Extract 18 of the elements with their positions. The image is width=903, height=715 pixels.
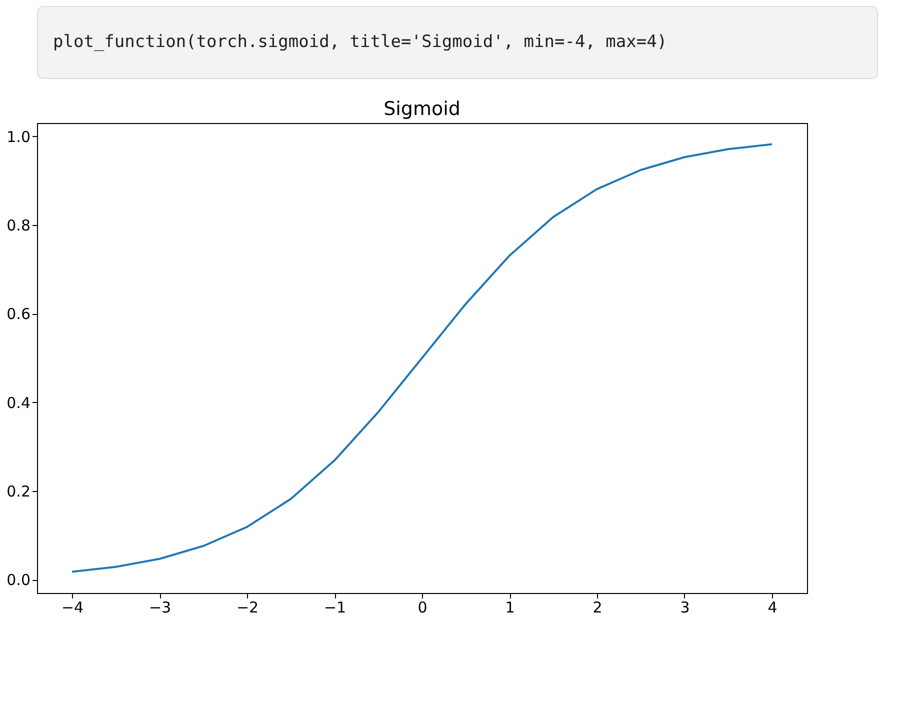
x-tick-label: 0	[418, 598, 428, 616]
x-tick-label: −3	[148, 598, 172, 616]
line-series	[71, 143, 773, 573]
text: plot_function(torch.sigmoid, title='Sigmoid', min=-4, max=4)	[53, 32, 668, 52]
x-tick-label: 4	[768, 598, 778, 616]
y-tick-label: 1.0	[6, 128, 30, 146]
x-tick-label: −4	[61, 598, 84, 616]
x-tick-label: −1	[324, 598, 346, 616]
x-tick-label: 3	[680, 598, 690, 616]
chart-title: Sigmoid	[384, 98, 460, 120]
y-tick-label: 0.0	[6, 571, 30, 590]
y-tick-label: 0.6	[6, 305, 30, 324]
x-tick-label: −2	[236, 598, 259, 616]
y-tick-label: 0.4	[6, 394, 30, 412]
y-tick-label: 0.8	[6, 216, 30, 234]
x-tick-label: 1	[505, 598, 515, 616]
y-tick-label: 0.2	[6, 482, 30, 501]
x-tick-label: 2	[592, 598, 602, 616]
